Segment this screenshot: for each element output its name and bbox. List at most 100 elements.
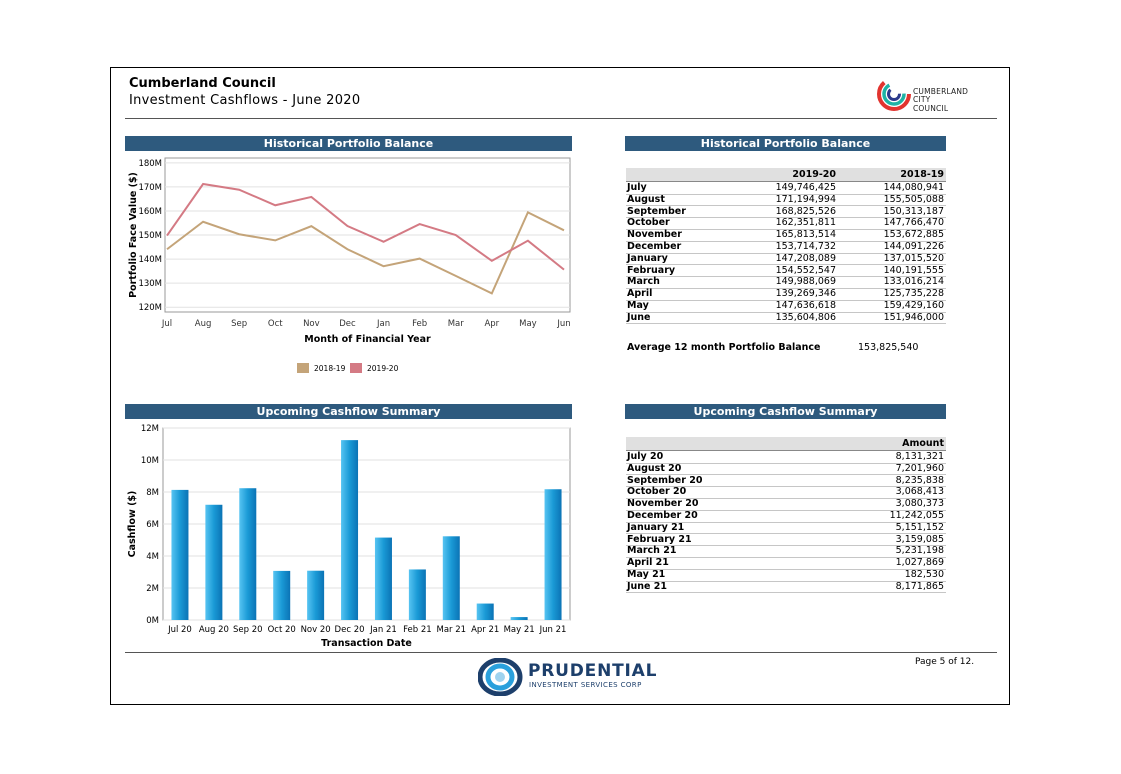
- bar: [510, 617, 528, 620]
- council-logo: CUMBERLAND CITY COUNCIL: [876, 74, 968, 114]
- balance-table-value-2018-19: 133,016,214: [883, 276, 944, 288]
- cashflow-table-month-label: September 20: [627, 474, 703, 486]
- cashflow-table-row: August 20 7,201,960: [626, 463, 946, 476]
- balance-table-row: July 149,746,425 144,080,941: [626, 182, 946, 195]
- balance-table-month-label: December: [627, 241, 682, 252]
- balance-table-row: September 168,825,526 150,313,187: [626, 206, 946, 219]
- x-tick-label: Feb: [412, 319, 427, 329]
- header-rule: [125, 118, 997, 119]
- balance-table-row: January 147,208,089 137,015,520: [626, 253, 946, 266]
- balance-table-row: March 149,988,069 133,016,214: [626, 276, 946, 290]
- prudential-brand: PRUDENTIAL: [528, 661, 658, 681]
- balance-table-month-label: August: [627, 193, 665, 205]
- x-tick-label: Sep: [231, 319, 247, 329]
- council-logo-text-2: CITY COUNCIL: [913, 95, 949, 113]
- bar: [205, 504, 223, 620]
- x-tick-label: Aug: [195, 319, 212, 329]
- x-tick-label: Nov: [303, 319, 320, 329]
- balance-table-month-label: January: [627, 252, 668, 264]
- cashflow-table-row: July 20 8,131,321: [626, 451, 946, 464]
- col-2019-20-header: 2019-20: [792, 169, 836, 180]
- legend-label: 2019-20: [367, 364, 399, 373]
- cashflow-table-amount: 1,027,869: [895, 557, 944, 569]
- prudential-logo-icon: [477, 657, 523, 697]
- y-tick-label: 12M: [141, 424, 159, 434]
- balance-table-month-label: October: [627, 217, 670, 229]
- y-tick-label: 4M: [146, 552, 159, 562]
- y-tick-label: 180M: [138, 159, 162, 169]
- cashflow-table-month-label: December 20: [627, 510, 698, 521]
- cashflow-table-row: June 21 8,171,865: [626, 581, 946, 594]
- footer-rule: [125, 652, 997, 653]
- x-tick-label: Apr 21: [471, 625, 499, 635]
- x-tick-label: Feb 21: [403, 625, 432, 635]
- council-logo-icon: [877, 77, 911, 111]
- y-tick-label: 120M: [138, 303, 162, 313]
- average-balance-value: 153,825,540: [858, 342, 919, 353]
- balance-line-chart: 120M 130M 140M 150M 160M 170M 180M Jul Aug Sep Oct…: [128, 157, 571, 373]
- cashflow-table-title: Upcoming Cashflow Summary: [625, 404, 946, 419]
- bar: [544, 489, 562, 620]
- cashflow-table-amount: 8,171,865: [895, 580, 944, 592]
- col-2018-19-header: 2018-19: [900, 169, 944, 180]
- balance-table-row: October 162,351,811 147,766,470: [626, 217, 946, 231]
- balance-table-value-2018-19: 144,091,226: [883, 241, 944, 252]
- x-tick-label: Mar: [448, 319, 465, 329]
- x-tick-label: Jul: [161, 319, 172, 329]
- balance-table-month-label: May: [627, 300, 649, 311]
- y-tick-label: 2M: [146, 584, 159, 594]
- cashflow-table-month-label: May 21: [627, 569, 666, 580]
- bar: [476, 603, 494, 620]
- x-tick-label: Apr: [484, 319, 499, 329]
- balance-table-value-2019-20: 149,988,069: [775, 276, 836, 288]
- x-tick-label: Jul 20: [167, 625, 192, 635]
- y-tick-label: 0M: [146, 616, 159, 626]
- balance-table-row: May 147,636,618 159,429,160: [626, 300, 946, 313]
- y-tick-label: 130M: [138, 279, 162, 289]
- balance-table-value-2019-20: 147,208,089: [775, 252, 836, 264]
- cashflow-table-amount: 3,068,413: [895, 486, 944, 498]
- x-tick-label: Aug 20: [199, 625, 229, 635]
- x-tick-label: Dec: [339, 319, 356, 329]
- balance-table-value-2019-20: 171,194,994: [775, 193, 836, 205]
- page-subtitle: Investment Cashflows - June 2020: [129, 93, 361, 108]
- balance-table-value-2019-20: 168,825,526: [775, 205, 836, 217]
- x-tick-label: Oct 20: [268, 625, 296, 635]
- balance-table-month-label: June: [627, 311, 651, 323]
- balance-table-month-label: March: [627, 276, 660, 288]
- cashflow-table-row: March 21 5,231,198: [626, 545, 946, 559]
- cashflow-bar-chart: 0M 2M 4M 6M 8M 10M 12M Jul 20 Aug 20 Sep 20 Oct 20…: [127, 424, 571, 649]
- balance-table-header: 2019-20 2018-19: [626, 168, 946, 182]
- bar: [239, 488, 257, 620]
- legend-swatch: [350, 363, 362, 373]
- cashflow-table-amount: 8,131,321: [895, 451, 944, 462]
- legend-label: 2018-19: [314, 364, 346, 373]
- cashflow-table: Amount July 20 8,131,321 August 20 7,201,96…: [626, 437, 946, 597]
- balance-table-value-2018-19: 151,946,000: [883, 311, 944, 323]
- cashflow-table-month-label: April 21: [627, 557, 669, 569]
- x-tick-label: Mar 21: [437, 625, 467, 635]
- balance-table-value-2018-19: 155,505,088: [883, 193, 944, 205]
- balance-table-value-2019-20: 149,746,425: [775, 182, 836, 193]
- cashflow-table-amount: 7,201,960: [895, 462, 944, 474]
- x-tick-label: May: [519, 319, 537, 329]
- balance-table-value-2018-19: 140,191,555: [883, 264, 944, 276]
- y-tick-label: 170M: [138, 183, 162, 193]
- series-line-2018-19: [166, 210, 565, 295]
- cashflow-table-month-label: February 21: [627, 533, 692, 545]
- balance-table-row: August 171,194,994 155,505,088: [626, 194, 946, 207]
- balance-table-month-label: July: [627, 182, 647, 193]
- page-frame: [110, 67, 1010, 705]
- balance-table: 2019-20 2018-19 July 149,746,425 144,080,9…: [626, 168, 946, 328]
- bar: [408, 569, 426, 620]
- prudential-brand-sub: INVESTMENT SERVICES CORP: [529, 681, 642, 689]
- cashflow-table-header: Amount: [626, 437, 946, 451]
- balance-table-value-2018-19: 159,429,160: [883, 300, 944, 311]
- cashflow-table-month-label: October 20: [627, 486, 687, 498]
- y-axis-label: Portfolio Face Value ($): [128, 172, 139, 298]
- x-tick-label: May 21: [504, 625, 535, 635]
- cashflow-table-amount: 11,242,055: [889, 510, 944, 521]
- balance-table-value-2018-19: 150,313,187: [883, 205, 944, 217]
- cashflow-table-month-label: August 20: [627, 462, 682, 474]
- bar: [307, 570, 325, 620]
